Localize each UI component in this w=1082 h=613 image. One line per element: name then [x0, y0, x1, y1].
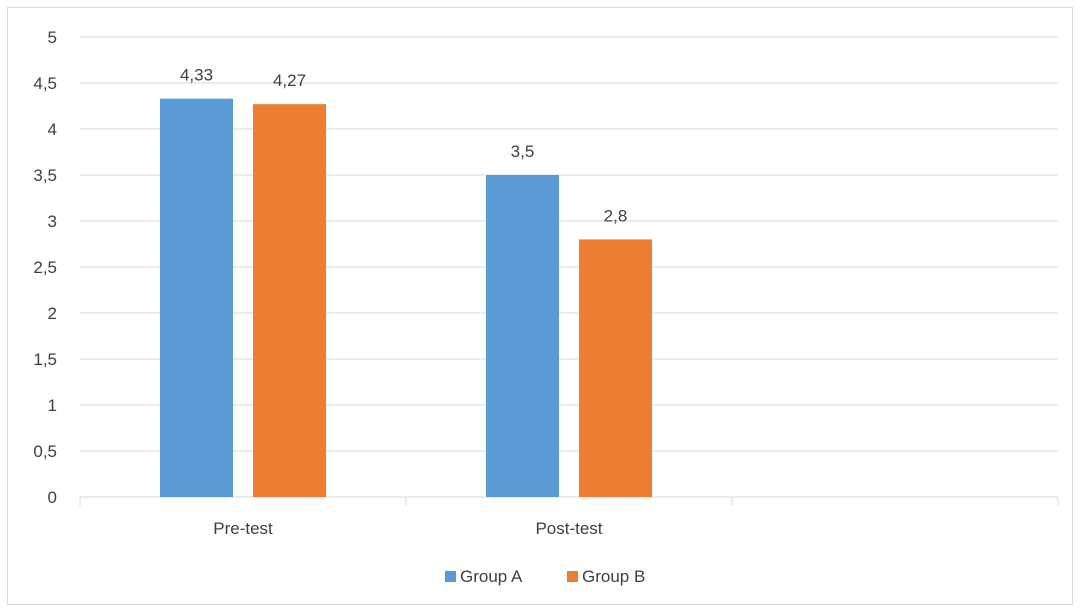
y-tick-label: 2: [48, 304, 57, 323]
legend-swatch: [445, 571, 456, 582]
data-labels: 4,33 4,27 3,5 2,8: [180, 66, 627, 226]
y-tick-label: 1: [48, 396, 57, 415]
bar: [253, 104, 326, 497]
legend: Group A Group B: [445, 567, 645, 586]
y-tick-label: 4: [48, 120, 57, 139]
y-tick-label: 0: [48, 488, 57, 507]
x-tick-label: Pre-test: [213, 519, 273, 538]
y-tick-label: 1,5: [33, 350, 57, 369]
data-label: 4,33: [180, 66, 213, 85]
data-label: 4,27: [273, 71, 306, 90]
legend-swatch: [567, 571, 578, 582]
bar: [579, 239, 652, 497]
y-tick-label: 4,5: [33, 74, 57, 93]
data-label: 3,5: [511, 142, 535, 161]
data-label: 2,8: [604, 206, 628, 225]
bar: [160, 98, 233, 497]
y-tick-label: 2,5: [33, 258, 57, 277]
x-axis: Pre-test Post-test: [79, 496, 1059, 538]
y-axis: 0 0,5 1 1,5 2 2,5 3 3,5 4 4,5 5: [33, 28, 57, 507]
x-tick-label: Post-test: [535, 519, 602, 538]
legend-label: Group A: [460, 567, 523, 586]
bar: [486, 175, 559, 497]
legend-label: Group B: [582, 567, 645, 586]
gridlines: [80, 36, 1058, 452]
y-tick-label: 3,5: [33, 166, 57, 185]
bars: [160, 98, 652, 497]
y-tick-label: 3: [48, 212, 57, 231]
y-tick-label: 0,5: [33, 442, 57, 461]
y-tick-label: 5: [48, 28, 57, 47]
